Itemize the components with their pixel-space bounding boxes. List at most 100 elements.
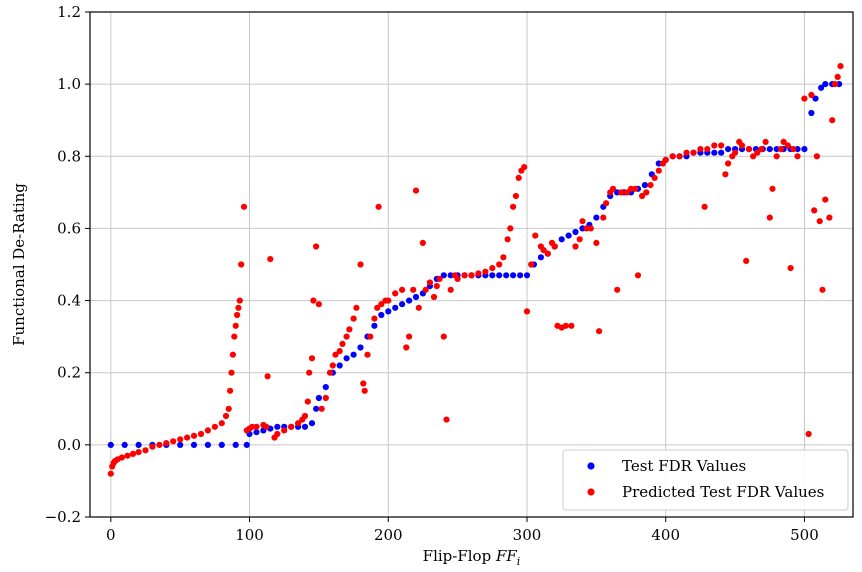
- predicted-fdr-point: [826, 214, 833, 221]
- predicted-fdr-point: [310, 297, 317, 304]
- predicted-fdr-point: [496, 261, 503, 268]
- predicted-fdr-point: [614, 286, 621, 293]
- predicted-fdr-point: [745, 146, 753, 153]
- test-fdr-point: [558, 236, 565, 243]
- predicted-fdr-point: [523, 308, 531, 315]
- predicted-fdr-point: [322, 394, 329, 402]
- predicted-fdr-point: [149, 443, 156, 450]
- test-fdr-point: [204, 441, 211, 448]
- predicted-fdr-point: [308, 355, 316, 362]
- predicted-fdr-point: [419, 239, 426, 246]
- predicted-fdr-point: [375, 203, 382, 210]
- predicted-fdr-point: [267, 256, 274, 263]
- test-fdr-point: [503, 272, 510, 279]
- predicted-fdr-point: [718, 142, 725, 149]
- predicted-fdr-point: [811, 207, 818, 214]
- predicted-fdr-point: [834, 73, 841, 80]
- y-tick-label: 0.2: [57, 364, 81, 382]
- predicted-fdr-point: [551, 243, 558, 250]
- predicted-fdr-point: [758, 146, 765, 153]
- predicted-fdr-point: [326, 369, 334, 376]
- predicted-fdr-point: [623, 189, 631, 196]
- predicted-fdr-point: [738, 142, 746, 149]
- test-fdr-point: [301, 423, 309, 430]
- predicted-fdr-point: [232, 322, 239, 329]
- predicted-fdr-point: [579, 218, 586, 225]
- predicted-fdr-point: [725, 160, 732, 167]
- predicted-fdr-point: [332, 351, 339, 358]
- predicted-fdr-point: [647, 182, 654, 189]
- predicted-fdr-point: [568, 322, 575, 329]
- test-fdr-point: [572, 228, 579, 236]
- predicted-fdr-point: [829, 117, 836, 124]
- predicted-fdr-point: [801, 95, 808, 102]
- test-fdr-point: [818, 84, 825, 91]
- predicted-fdr-point: [697, 146, 704, 153]
- predicted-fdr-point: [197, 430, 205, 438]
- predicted-fdr-point: [489, 265, 496, 272]
- predicted-fdr-point: [412, 187, 420, 194]
- predicted-fdr-point: [357, 261, 364, 268]
- test-fdr-point: [274, 423, 281, 430]
- predicted-fdr-point: [805, 430, 812, 438]
- predicted-fdr-point: [263, 423, 270, 430]
- test-fdr-point: [496, 272, 503, 279]
- predicted-fdr-point: [440, 333, 447, 340]
- predicted-fdr-point: [142, 447, 149, 454]
- predicted-fdr-point: [304, 398, 311, 405]
- x-tick-label: 0: [106, 526, 116, 544]
- predicted-fdr-point: [454, 275, 461, 282]
- test-fdr-point: [350, 351, 357, 358]
- predicted-fdr-point: [468, 272, 475, 279]
- test-fdr-point: [641, 182, 649, 189]
- predicted-fdr-point: [769, 185, 776, 192]
- predicted-fdr-point: [572, 243, 579, 250]
- legend-label-test-fdr: Test FDR Values: [622, 457, 746, 475]
- predicted-fdr-point: [603, 200, 610, 207]
- predicted-fdr-point: [124, 452, 131, 459]
- predicted-fdr-point: [339, 340, 346, 347]
- predicted-fdr-point: [704, 146, 711, 153]
- predicted-fdr-point: [234, 311, 241, 319]
- x-axis-label-prefix: Flip-Flop: [423, 547, 496, 565]
- series-predicted-test-fdr-values: [107, 63, 844, 477]
- predicted-fdr-point: [364, 351, 371, 358]
- predicted-fdr-point: [576, 236, 583, 243]
- predicted-fdr-point: [422, 286, 429, 293]
- predicted-fdr-point: [632, 185, 639, 192]
- test-fdr-point: [412, 293, 420, 301]
- predicted-fdr-point: [722, 171, 729, 178]
- predicted-fdr-point: [336, 348, 343, 355]
- predicted-fdr-point: [690, 149, 697, 156]
- predicted-fdr-point: [385, 297, 392, 304]
- test-fdr-point: [711, 149, 718, 156]
- predicted-fdr-point: [762, 138, 769, 145]
- x-tick-label: 300: [513, 526, 542, 544]
- predicted-fdr-point: [512, 192, 520, 200]
- predicted-fdr-point: [750, 153, 757, 160]
- test-fdr-point: [121, 441, 128, 448]
- predicted-fdr-point: [743, 257, 750, 264]
- predicted-fdr-point: [651, 174, 658, 181]
- predicted-fdr-point: [540, 247, 547, 254]
- predicted-fdr-point: [231, 333, 238, 340]
- predicted-fdr-point: [156, 441, 163, 448]
- predicted-fdr-point: [399, 286, 406, 293]
- predicted-fdr-point: [227, 387, 234, 394]
- predicted-fdr-point: [236, 297, 243, 304]
- predicted-fdr-point: [274, 430, 281, 438]
- x-tick-label: 400: [651, 526, 680, 544]
- y-tick-label: −0.2: [45, 508, 81, 526]
- predicted-fdr-point: [360, 380, 367, 387]
- predicted-fdr-point: [794, 153, 801, 160]
- predicted-fdr-point: [129, 450, 137, 457]
- predicted-fdr-point: [343, 333, 350, 340]
- predicted-fdr-point: [500, 254, 507, 261]
- legend: Test FDR Values Predicted Test FDR Value…: [562, 449, 849, 511]
- x-axis-label-italic: FF: [495, 547, 517, 565]
- y-tick-label: 0.0: [57, 436, 81, 454]
- test-fdr-point: [718, 149, 725, 156]
- y-tick-label: 0.6: [57, 219, 81, 237]
- predicted-fdr-point: [222, 412, 230, 420]
